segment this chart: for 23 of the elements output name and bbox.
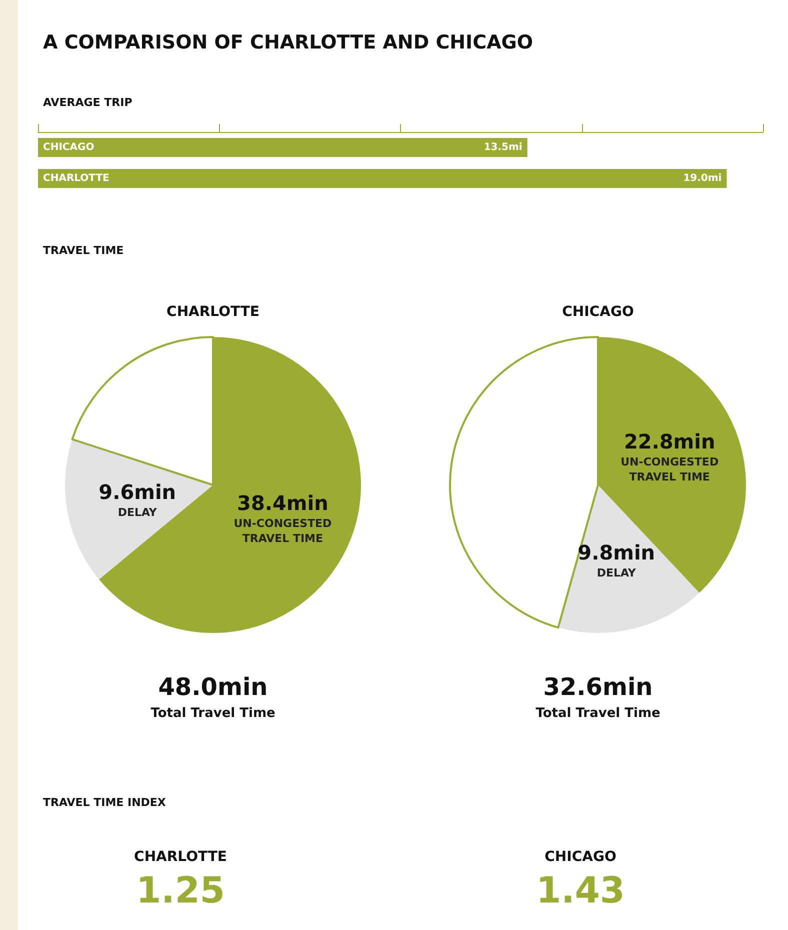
text: TRAVEL TIME INDEX: [43, 796, 166, 809]
slice-label: UN-CONGESTED TRAVEL TIME: [234, 516, 332, 545]
slice-label: DELAY: [596, 566, 637, 580]
chart-title: CHARLOTTE: [166, 304, 260, 320]
text: 48.0min: [158, 673, 268, 701]
data-label: 13.5mi: [484, 142, 522, 153]
chart-title: A COMPARISON OF CHARLOTTE AND CHICAGO: [43, 32, 534, 54]
text: 1.43: [536, 870, 625, 912]
slice-label: DELAY: [118, 506, 158, 519]
data-label: 9.6min: [98, 480, 176, 504]
text: Total Travel Time: [150, 706, 276, 721]
data-label: 38.4min: [237, 490, 328, 515]
text: 1.25: [136, 870, 225, 912]
text: CHICAGO: [544, 849, 616, 865]
chart-title: CHICAGO: [562, 304, 634, 320]
text: Total Travel Time: [536, 706, 660, 721]
slice-label: UN-CONGESTED TRAVEL TIME: [620, 456, 719, 484]
data-label: 22.8min: [624, 430, 716, 454]
text: CHARLOTTE: [134, 849, 227, 865]
text: 32.6min: [543, 673, 653, 701]
chart-subtitle: AVERAGE TRIP: [43, 96, 132, 109]
data-label: 19.0mi: [683, 173, 722, 184]
chart-subtitle: TRAVEL TIME: [43, 244, 124, 257]
